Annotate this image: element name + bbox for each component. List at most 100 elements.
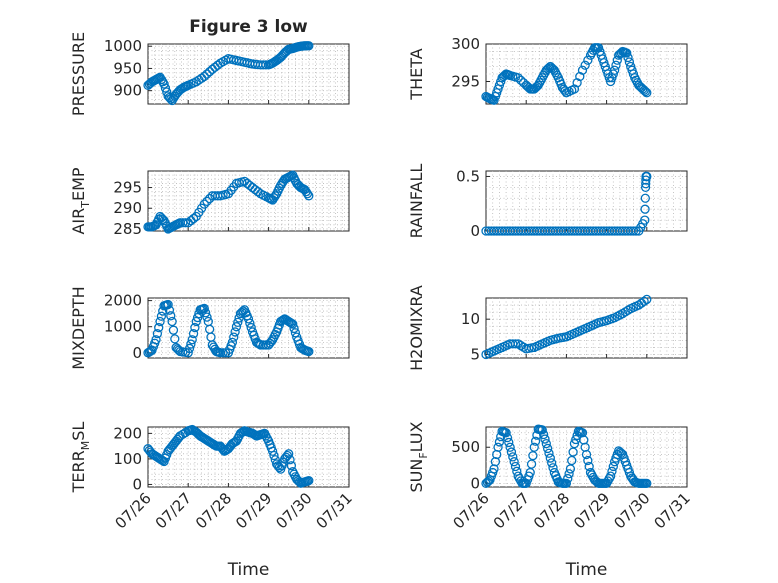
subplot-2: 295 300 THETA: [407, 35, 688, 105]
data-point: [227, 337, 238, 347]
data-point: [544, 448, 554, 458]
data-point: [640, 182, 651, 193]
x-tick-label: 07/27: [152, 489, 195, 532]
data-point: [188, 213, 199, 224]
data-point: [580, 60, 590, 70]
data-point: [504, 437, 514, 448]
data-point: [561, 478, 572, 489]
data-point: [616, 448, 626, 458]
data-point: [501, 428, 511, 438]
data-point: [202, 69, 212, 79]
data-point: [199, 199, 209, 209]
subplot-6: 5 10 H2OMIXRA: [407, 285, 688, 371]
data-point: [154, 322, 164, 333]
data-point: [541, 438, 551, 449]
data-point: [572, 78, 582, 88]
data-point: [192, 312, 203, 323]
data-point: [304, 475, 314, 486]
data-point: [611, 60, 621, 70]
data-point: [286, 318, 297, 328]
data-point: [538, 429, 549, 440]
data-point: [156, 311, 167, 321]
y-tick-label: 200: [113, 424, 142, 442]
data-point: [484, 476, 494, 486]
data-point: [622, 48, 632, 58]
data-point: [187, 335, 197, 345]
data-point: [642, 171, 652, 182]
data-point: [639, 296, 649, 306]
data-point: [494, 437, 505, 447]
y-tick-label: 300: [451, 35, 480, 53]
y-tick-label: 2000: [104, 292, 142, 310]
data-point: [243, 314, 254, 324]
x-axis-label: Time: [227, 560, 270, 580]
data-point: [199, 71, 209, 82]
data-point: [202, 196, 212, 206]
data-point: [290, 328, 301, 338]
data-point: [542, 443, 553, 454]
data-point: [155, 316, 165, 327]
data-point: [304, 41, 314, 51]
data-point: [508, 452, 518, 462]
data-point: [509, 457, 519, 467]
x-tick-label: 07/27: [490, 489, 533, 532]
data-point: [640, 215, 650, 225]
x-tick-label: 07/30: [610, 489, 653, 532]
data-point: [258, 340, 268, 350]
x-axis-label: Time: [565, 560, 608, 580]
data-point: [245, 318, 255, 328]
data-point: [577, 65, 588, 75]
y-tick-label: 0: [470, 474, 480, 492]
data-point: [642, 294, 652, 305]
data-point: [159, 79, 169, 89]
data-point: [569, 438, 580, 449]
y-tick-label: 1000: [104, 318, 142, 336]
data-point: [510, 461, 521, 472]
data-point: [191, 316, 201, 327]
data-point: [167, 316, 177, 327]
data-point: [229, 332, 239, 342]
data-point: [304, 191, 314, 201]
data-point: [170, 334, 180, 344]
data-point: [267, 446, 278, 456]
data-point: [184, 343, 195, 354]
data-point: [186, 339, 196, 349]
data-point: [623, 52, 633, 63]
subplot-3: 285 290 295 AIRTEMP: [69, 167, 350, 238]
data-point: [624, 57, 635, 67]
y-tick-label: 10: [461, 310, 480, 328]
data-point: [530, 436, 541, 446]
data-point: [286, 461, 297, 471]
data-point: [575, 71, 585, 82]
data-point: [288, 319, 298, 329]
data-point: [172, 344, 183, 354]
y-tick-label: 100: [113, 450, 142, 468]
x-tick-label: 07/26: [112, 489, 155, 532]
data-point: [640, 204, 650, 214]
data-point: [584, 461, 594, 472]
data-point: [183, 348, 193, 358]
data-point: [628, 226, 639, 236]
y-tick-label: 0: [132, 475, 142, 493]
x-tick-label: 07/31: [313, 489, 356, 532]
data-point: [233, 317, 243, 327]
data-point: [202, 312, 212, 322]
data-point: [583, 55, 593, 65]
y-tick-label: 950: [113, 59, 142, 77]
data-point: [542, 64, 553, 74]
x-tick-label: 07/28: [192, 489, 235, 532]
y-tick-label: 290: [113, 199, 142, 217]
data-point: [200, 308, 211, 318]
data-point: [605, 471, 616, 481]
data-point: [537, 425, 547, 435]
data-point: [168, 325, 179, 335]
data-point: [231, 322, 242, 332]
chart-title: Figure 3 low: [189, 17, 308, 37]
data-point: [246, 322, 256, 333]
data-point: [569, 84, 580, 94]
x-tick-label: 07/28: [530, 489, 573, 532]
data-point: [641, 175, 651, 185]
